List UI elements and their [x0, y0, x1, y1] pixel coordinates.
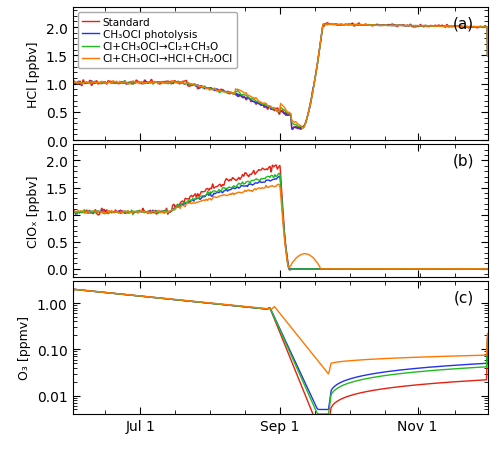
Cl+CH₃OCl→Cl₂+CH₃O	[260, 102, 266, 108]
CH₃OCl photolysis	[272, 107, 278, 113]
Standard	[324, 21, 330, 26]
Cl+CH₃OCl→Cl₂+CH₃O	[70, 109, 75, 114]
CH₃OCl photolysis	[396, 24, 402, 29]
Cl+CH₃OCl→HCl+CH₂OCl	[70, 109, 75, 115]
CH₃OCl photolysis	[349, 22, 355, 27]
Y-axis label: O₃ [ppmv]: O₃ [ppmv]	[18, 316, 32, 379]
Standard	[70, 108, 75, 114]
Cl+CH₃OCl→Cl₂+CH₃O	[484, 53, 490, 59]
Line: Cl+CH₃OCl→HCl+CH₂OCl: Cl+CH₃OCl→HCl+CH₂OCl	[72, 25, 488, 129]
Cl+CH₃OCl→Cl₂+CH₃O	[472, 25, 478, 30]
Y-axis label: HCl [ppbv]: HCl [ppbv]	[27, 41, 40, 108]
Text: (c): (c)	[454, 289, 474, 304]
Text: (a): (a)	[453, 16, 474, 31]
Standard	[90, 81, 96, 86]
Cl+CH₃OCl→Cl₂+CH₃O	[473, 25, 479, 30]
Cl+CH₃OCl→HCl+CH₂OCl	[484, 54, 490, 59]
Cl+CH₃OCl→Cl₂+CH₃O	[321, 22, 327, 28]
CH₃OCl photolysis	[90, 81, 96, 86]
CH₃OCl photolysis	[296, 126, 302, 132]
CH₃OCl photolysis	[260, 103, 266, 109]
CH₃OCl photolysis	[473, 25, 479, 30]
Cl+CH₃OCl→HCl+CH₂OCl	[260, 101, 266, 107]
CH₃OCl photolysis	[484, 54, 490, 59]
CH₃OCl photolysis	[70, 109, 75, 115]
Standard	[290, 127, 296, 133]
Cl+CH₃OCl→Cl₂+CH₃O	[396, 23, 402, 29]
Legend: Standard, CH₃OCl photolysis, Cl+CH₃OCl→Cl₂+CH₃O, Cl+CH₃OCl→HCl+CH₂OCl: Standard, CH₃OCl photolysis, Cl+CH₃OCl→C…	[78, 13, 237, 68]
Cl+CH₃OCl→Cl₂+CH₃O	[300, 126, 306, 131]
Cl+CH₃OCl→HCl+CH₂OCl	[272, 106, 278, 111]
Line: CH₃OCl photolysis: CH₃OCl photolysis	[72, 25, 488, 129]
Standard	[396, 23, 402, 29]
Cl+CH₃OCl→HCl+CH₂OCl	[300, 126, 306, 131]
Standard	[272, 109, 278, 114]
Cl+CH₃OCl→HCl+CH₂OCl	[326, 22, 332, 28]
Standard	[472, 25, 478, 30]
Cl+CH₃OCl→HCl+CH₂OCl	[90, 80, 96, 86]
Line: Cl+CH₃OCl→Cl₂+CH₃O: Cl+CH₃OCl→Cl₂+CH₃O	[72, 25, 488, 129]
Cl+CH₃OCl→Cl₂+CH₃O	[272, 107, 278, 112]
Cl+CH₃OCl→HCl+CH₂OCl	[473, 25, 479, 30]
Cl+CH₃OCl→Cl₂+CH₃O	[90, 80, 96, 86]
Cl+CH₃OCl→HCl+CH₂OCl	[472, 25, 478, 30]
CH₃OCl photolysis	[472, 25, 478, 30]
Line: Standard: Standard	[72, 24, 488, 130]
Standard	[484, 54, 490, 60]
Cl+CH₃OCl→HCl+CH₂OCl	[396, 24, 402, 29]
Standard	[260, 103, 266, 109]
Text: (b): (b)	[452, 153, 474, 168]
Standard	[473, 25, 479, 31]
Y-axis label: ClOₓ [ppbv]: ClOₓ [ppbv]	[27, 175, 40, 247]
